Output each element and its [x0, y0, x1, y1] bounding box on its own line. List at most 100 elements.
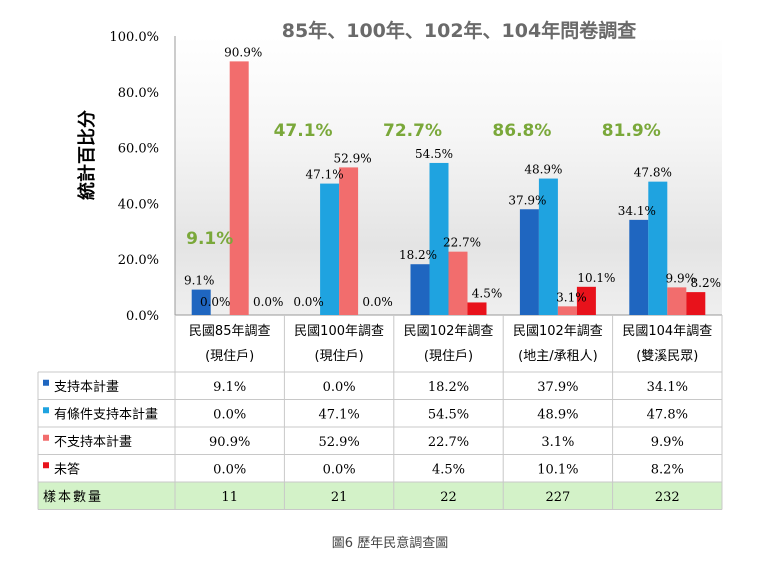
legend-swatch: [43, 434, 49, 441]
legend-label: 未答: [54, 461, 80, 477]
bar: [339, 167, 359, 315]
category-label: 民國85年調查: [189, 324, 271, 339]
table-cell: 0.0%: [213, 407, 246, 422]
sample-count-cell: 11: [221, 490, 238, 505]
data-label: 0.0%: [362, 295, 393, 309]
y-tick-label: 80.0%: [118, 86, 159, 101]
data-label: 9.9%: [666, 271, 697, 285]
sample-count-cell: 22: [440, 490, 457, 505]
data-label: 47.1%: [306, 168, 344, 182]
bar: [320, 183, 340, 315]
y-tick-label: 60.0%: [118, 142, 159, 157]
table-cell: 3.1%: [541, 435, 574, 450]
y-tick-label: 20.0%: [118, 253, 159, 268]
data-label: 8.2%: [691, 276, 722, 290]
table-cell: 4.5%: [432, 462, 465, 477]
table-cell: 9.1%: [213, 380, 246, 395]
table-cell: 9.9%: [651, 435, 684, 450]
bar: [410, 264, 430, 315]
table-cell: 47.8%: [647, 407, 688, 422]
category-sublabel: (現住戶): [205, 349, 254, 364]
y-tick-labels: 0.0% 20.0% 40.0% 60.0% 80.0% 100.0%: [109, 30, 159, 324]
annotation-total-support: 9.1%: [186, 229, 233, 249]
annotation-total-support: 86.8%: [492, 121, 551, 141]
bar: [538, 178, 558, 315]
y-tick-label: 0.0%: [126, 309, 159, 324]
category-label: 民國102年調查: [513, 324, 603, 339]
category-sublabel: (現住戶): [424, 349, 473, 364]
data-label: 0.0%: [253, 295, 284, 309]
table-cell: 47.1%: [318, 407, 359, 422]
legend-swatch: [43, 379, 49, 386]
sample-count-cell: 227: [545, 490, 570, 505]
data-labels: 9.1% 0.0% 18.2% 37.9% 34.1% 0.0% 47.1% 54.5% 48.…: [184, 45, 721, 309]
y-tick-label: 40.0%: [118, 197, 159, 212]
data-table: 民國85年調查 (現住戶) 民國100年調查 (現住戶) 民國102年調查 (現住戶) 民國…: [37, 315, 723, 510]
bar: [229, 61, 249, 315]
sample-count-cell: 21: [331, 490, 348, 505]
legend-swatch: [43, 462, 49, 469]
data-label: 3.1%: [556, 290, 587, 304]
data-label: 10.1%: [577, 271, 615, 285]
bar: [648, 181, 668, 315]
table-cell: 54.5%: [428, 407, 469, 422]
legend-swatch: [43, 407, 49, 414]
bar: [429, 162, 449, 315]
table-cell: 52.9%: [318, 435, 359, 450]
table-cell: 10.1%: [537, 462, 578, 477]
bars: [191, 61, 706, 315]
annotations: 9.1% 47.1% 72.7% 86.8% 81.9%: [186, 121, 661, 249]
y-axis-label: 統計百比分: [76, 110, 98, 200]
data-label: 52.9%: [334, 151, 372, 165]
category-label: 民國100年調查: [294, 324, 384, 339]
data-label: 47.8%: [634, 166, 672, 180]
bar: [629, 219, 649, 315]
data-label: 34.1%: [618, 204, 656, 218]
data-label: 9.1%: [184, 274, 215, 288]
annotation-total-support: 72.7%: [383, 121, 442, 141]
bar: [557, 306, 577, 315]
bar: [191, 289, 211, 315]
category-label: 民國102年調查: [404, 324, 494, 339]
legend-label: 支持本計畫: [54, 379, 119, 395]
table-cell: 0.0%: [213, 462, 246, 477]
table-cell: 8.2%: [651, 462, 684, 477]
data-label: 90.9%: [224, 45, 262, 59]
sample-count-cell: 232: [655, 490, 680, 505]
table-cell: 22.7%: [428, 435, 469, 450]
data-label: 22.7%: [443, 236, 481, 250]
sample-row-label: 樣本數量: [43, 490, 103, 505]
annotation-total-support: 47.1%: [274, 121, 333, 141]
data-label: 54.5%: [415, 147, 453, 161]
data-label: 4.5%: [472, 286, 503, 300]
bar: [519, 209, 539, 315]
data-label: 0.0%: [200, 295, 231, 309]
category-sublabel: (現住戶): [315, 349, 364, 364]
chart-title: 85年、100年、102年、104年問卷調查: [282, 19, 637, 42]
annotation-total-support: 81.9%: [602, 121, 661, 141]
bar: [686, 292, 706, 315]
data-label: 48.9%: [524, 163, 562, 177]
table-cell: 34.1%: [647, 380, 688, 395]
data-label: 18.2%: [399, 248, 437, 262]
legend-label: 有條件支持本計畫: [54, 406, 158, 422]
table-cell: 18.2%: [428, 380, 469, 395]
category-sublabel: (雙溪民眾): [636, 349, 698, 364]
category-sublabel: (地主/承租人): [518, 349, 598, 364]
data-label: 37.9%: [508, 193, 546, 207]
sample-row-background: [38, 482, 722, 510]
legend-label: 不支持本計畫: [54, 434, 132, 450]
data-label: 0.0%: [293, 295, 324, 309]
bar: [467, 302, 487, 315]
table-cell: 0.0%: [323, 462, 356, 477]
bar: [667, 287, 687, 315]
table-cell: 48.9%: [537, 407, 578, 422]
category-label: 民國104年調查: [622, 324, 712, 339]
bar: [448, 251, 468, 315]
table-cell: 37.9%: [537, 380, 578, 395]
table-cell: 90.9%: [209, 435, 250, 450]
y-tick-label: 100.0%: [109, 30, 159, 45]
table-cell: 0.0%: [323, 380, 356, 395]
bar: [576, 286, 596, 315]
